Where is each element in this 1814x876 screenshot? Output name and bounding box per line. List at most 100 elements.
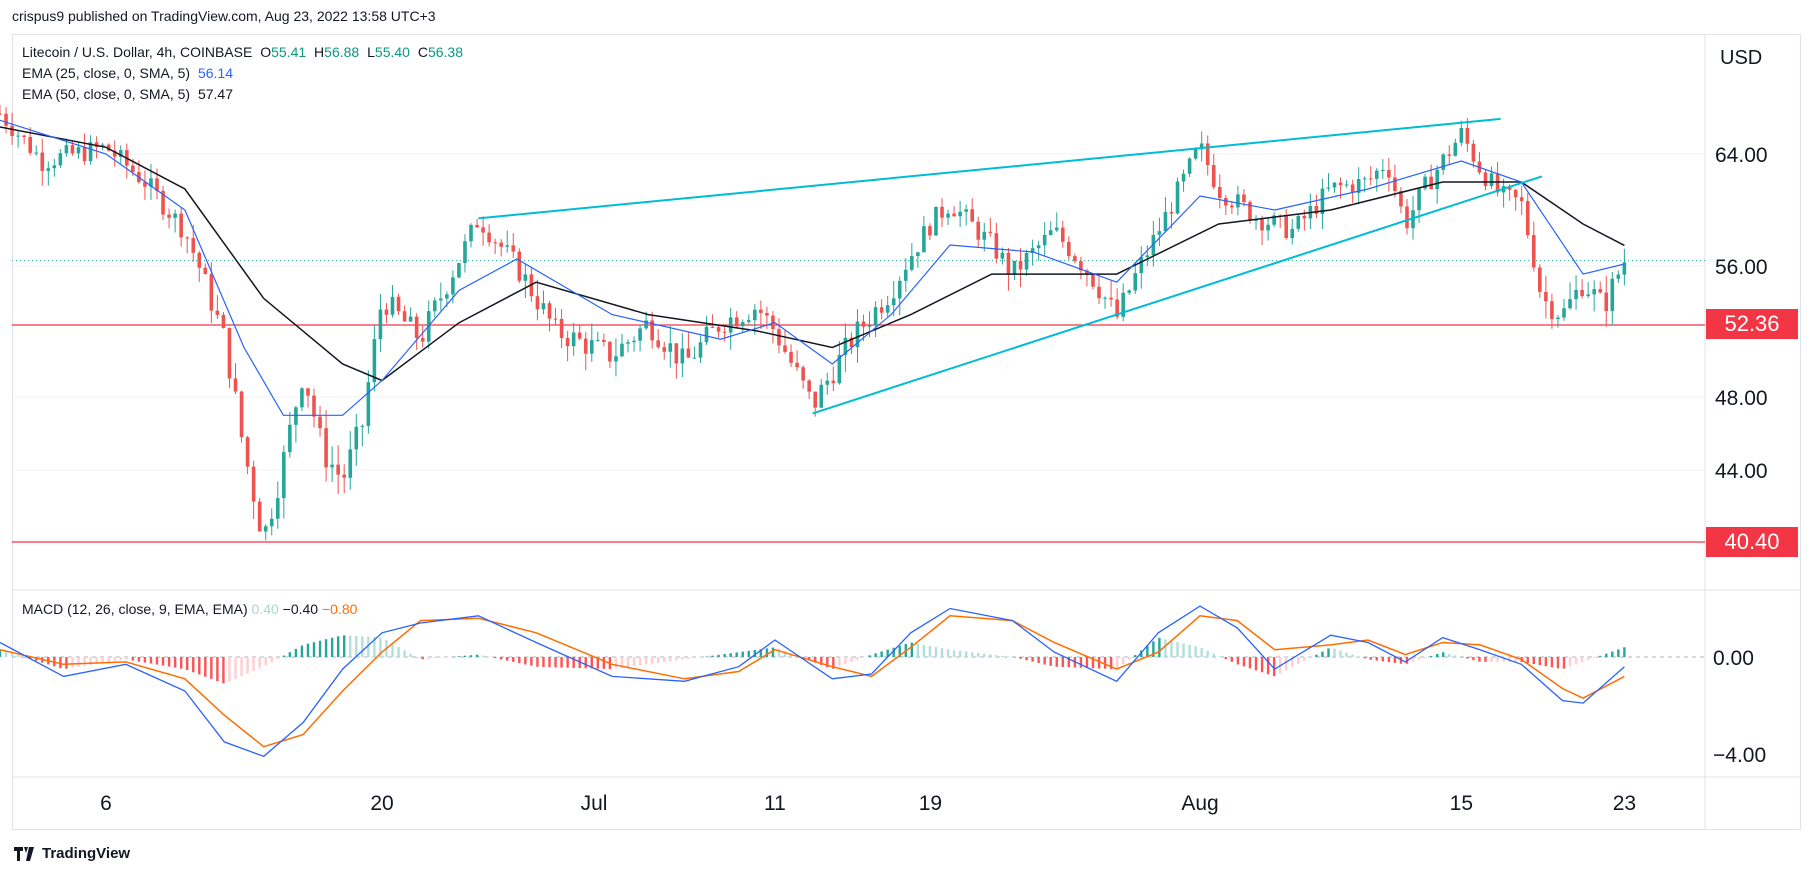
candle-body	[493, 242, 497, 244]
macd-histogram-bar	[300, 645, 304, 657]
candle-body	[1586, 294, 1590, 297]
candle-body	[1393, 177, 1397, 191]
legend-macd-row: MACD (12, 26, close, 9, EMA, EMA) 0.40 −…	[22, 601, 357, 617]
macd-histogram-bar	[669, 657, 672, 662]
macd-histogram-bar	[856, 657, 859, 660]
candle-body	[1048, 230, 1053, 235]
macd-histogram-bar	[1079, 657, 1083, 668]
macd-histogram-bar	[536, 657, 539, 667]
candle-body	[589, 340, 594, 354]
tradingview-logo-icon	[14, 846, 38, 861]
macd-histogram-bar	[1423, 657, 1427, 658]
macd-histogram-bar	[161, 657, 165, 666]
candle-body	[1598, 289, 1603, 293]
macd-histogram-bar	[457, 656, 461, 657]
candle-body	[76, 147, 81, 154]
macd-histogram-bar	[421, 657, 424, 660]
candle-body	[1139, 257, 1144, 274]
candle-body	[1085, 270, 1089, 275]
macd-histogram-bar	[427, 657, 430, 659]
candle-body	[1531, 235, 1536, 268]
macd-histogram-bar	[838, 657, 841, 667]
candle-body	[1405, 206, 1409, 229]
macd-histogram-bar	[391, 643, 394, 657]
close-label: C	[417, 44, 428, 60]
candle-body	[547, 303, 552, 319]
macd-histogram-bar	[361, 636, 364, 657]
macd-histogram-bar	[1502, 657, 1505, 662]
macd-histogram-bar	[1544, 657, 1548, 667]
macd-histogram-bar	[16, 655, 20, 657]
candle-body	[765, 312, 769, 316]
candle-body	[1224, 198, 1228, 206]
macd-histogram-bar	[699, 657, 702, 658]
candle-body	[1562, 308, 1566, 318]
candle-body	[1453, 142, 1458, 156]
candle-body	[1381, 169, 1385, 171]
macd-histogram-bar	[898, 645, 901, 657]
candle-body	[801, 367, 805, 381]
candle-body	[1012, 260, 1017, 275]
trendline-upper	[478, 117, 1501, 220]
macd-histogram-bar	[403, 650, 406, 657]
macd-histogram-bar	[1061, 657, 1064, 668]
macd-histogram-bar	[35, 657, 38, 661]
macd-histogram-bar	[373, 637, 376, 657]
macd-histogram-bar	[687, 657, 690, 659]
macd-histogram-bar	[1592, 657, 1596, 658]
macd-histogram-bar	[222, 657, 225, 684]
macd-histogram-bar	[681, 657, 684, 660]
candle-body	[209, 274, 214, 311]
macd-histogram-bar	[77, 657, 80, 667]
macd-histogram-bar	[1303, 657, 1306, 661]
tradingview-footer[interactable]: TradingView	[14, 845, 130, 862]
macd-histogram-bar	[735, 652, 738, 657]
candle-body	[1091, 274, 1095, 287]
candle-body	[928, 226, 932, 236]
candle-body	[795, 362, 799, 368]
macd-signal-line	[0, 615, 1625, 748]
candle-body	[1236, 194, 1240, 208]
macd-histogram-bar	[59, 657, 62, 669]
low-value: 55.40	[374, 44, 410, 60]
candle-body	[813, 391, 818, 408]
macd-axis-tick: 0.00	[1713, 647, 1754, 670]
macd-line	[0, 605, 1625, 758]
candle-body	[1471, 143, 1476, 162]
macd-histogram-bar	[101, 657, 104, 664]
candle-body	[396, 296, 401, 312]
candle-body	[891, 298, 896, 306]
macd-histogram-bar	[463, 655, 467, 657]
macd-histogram-bar	[741, 651, 744, 657]
candle-body	[420, 337, 425, 342]
candle-body	[644, 320, 648, 329]
candle-body	[934, 206, 938, 236]
macd-histogram-bar	[1067, 657, 1071, 668]
macd-histogram-bar	[1128, 657, 1131, 660]
candle-body	[885, 305, 890, 313]
macd-histogram-bar	[729, 653, 732, 657]
macd-histogram-bar	[330, 637, 334, 657]
candle-body	[1356, 179, 1361, 193]
candle-body	[740, 322, 745, 327]
macd-histogram-bar	[1369, 657, 1372, 660]
candle-body	[149, 178, 153, 187]
macd-histogram-bar	[934, 647, 938, 657]
candle-body	[982, 231, 987, 240]
candle-body	[807, 380, 811, 392]
candle-body	[632, 340, 636, 343]
candle-body	[1441, 154, 1446, 170]
candle-body	[288, 424, 292, 453]
macd-histogram-bar	[1097, 657, 1101, 669]
macd-histogram-bar	[137, 657, 141, 662]
price-axis-unit: USD	[1720, 47, 1762, 69]
candle-body	[849, 337, 854, 348]
macd-histogram-bar	[1206, 650, 1209, 657]
candle-body	[976, 221, 981, 240]
candle-body	[1145, 255, 1150, 258]
candle-body	[263, 526, 268, 532]
candle-body	[88, 142, 93, 162]
candle-body	[1284, 215, 1289, 238]
macd-histogram-bar	[1013, 657, 1016, 658]
